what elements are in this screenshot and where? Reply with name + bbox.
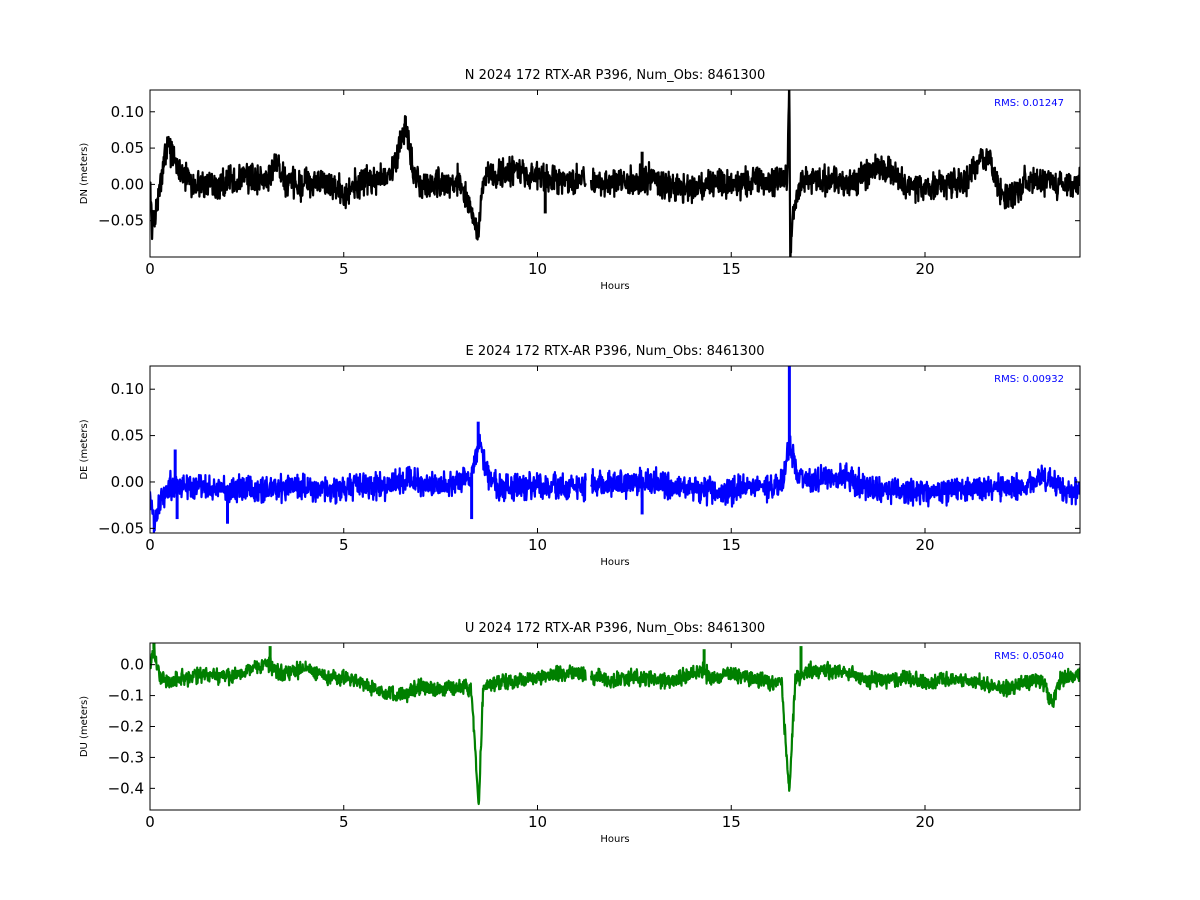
- panel-title: N 2024 172 RTX-AR P396, Num_Obs: 8461300: [465, 68, 765, 83]
- y-tick-label: 0.05: [111, 427, 144, 445]
- x-tick-label: 5: [339, 260, 349, 278]
- x-axis: 0 5 10 15 20: [145, 643, 935, 831]
- series-line-segment-1: [150, 643, 587, 806]
- y-tick-label: 0.10: [111, 380, 144, 398]
- y-tick-label: −0.05: [98, 212, 144, 230]
- y-tick-label: 0.05: [111, 139, 144, 157]
- series-line-segment-2: [589, 90, 1080, 257]
- plot-area: [150, 643, 1080, 806]
- series-line-segment-2: [589, 435, 1080, 508]
- y-axis: −0.4 −0.3 −0.2 −0.1 0.0: [108, 656, 1080, 797]
- x-tick-label: 5: [339, 536, 349, 554]
- y-tick-label: 0.00: [111, 175, 144, 193]
- x-tick-label: 20: [915, 813, 934, 831]
- plot-frame: [149, 89, 1081, 258]
- series-line-segment-2: [589, 660, 1080, 792]
- x-tick-label: 0: [145, 813, 155, 831]
- y-tick-label: −0.3: [108, 748, 144, 766]
- y-tick-label: −0.1: [108, 687, 144, 705]
- x-tick-label: 0: [145, 260, 155, 278]
- rms-annotation: RMS: 0.01247: [994, 98, 1064, 109]
- x-tick-label: 15: [722, 260, 741, 278]
- x-axis-label: Hours: [600, 557, 629, 568]
- y-tick-label: 0.0: [120, 656, 144, 674]
- series-line-segment-1: [150, 433, 587, 533]
- x-tick-label: 20: [915, 260, 934, 278]
- x-axis-label: Hours: [600, 834, 629, 845]
- panel-north: N 2024 172 RTX-AR P396, Num_Obs: 8461300…: [79, 68, 1081, 292]
- plot-area: [150, 90, 1080, 257]
- y-tick-label: −0.4: [108, 779, 144, 797]
- plot-frame: [149, 365, 1081, 534]
- x-tick-label: 0: [145, 536, 155, 554]
- y-tick-label: 0.10: [111, 103, 144, 121]
- plot-area: [150, 366, 1080, 533]
- x-tick-label: 5: [339, 813, 349, 831]
- y-axis: −0.05 0.00 0.05 0.10: [98, 380, 1080, 537]
- y-tick-label: 0.00: [111, 473, 144, 491]
- x-tick-label: 15: [722, 813, 741, 831]
- x-tick-label: 15: [722, 536, 741, 554]
- x-tick-label: 10: [528, 260, 547, 278]
- x-axis: 0 5 10 15 20: [145, 90, 935, 278]
- series-line-segment-1: [150, 114, 587, 241]
- y-axis-label: DE (meters): [79, 419, 90, 479]
- x-tick-label: 10: [528, 536, 547, 554]
- y-tick-label: −0.2: [108, 718, 144, 736]
- x-tick-label: 10: [528, 813, 547, 831]
- panel-up: U 2024 172 RTX-AR P396, Num_Obs: 8461300…: [79, 621, 1081, 845]
- x-axis: 0 5 10 15 20: [145, 366, 935, 554]
- y-axis-label: DN (meters): [79, 143, 90, 205]
- rms-annotation: RMS: 0.05040: [994, 651, 1064, 662]
- y-axis: −0.05 0.00 0.05 0.10: [98, 103, 1080, 230]
- x-axis-label: Hours: [600, 281, 629, 292]
- panel-title: E 2024 172 RTX-AR P396, Num_Obs: 8461300: [466, 344, 765, 359]
- panel-title: U 2024 172 RTX-AR P396, Num_Obs: 8461300: [465, 621, 765, 636]
- panel-east: E 2024 172 RTX-AR P396, Num_Obs: 8461300…: [79, 344, 1081, 568]
- x-tick-label: 20: [915, 536, 934, 554]
- y-axis-label: DU (meters): [79, 696, 90, 757]
- rms-annotation: RMS: 0.00932: [994, 374, 1064, 385]
- y-tick-label: −0.05: [98, 519, 144, 537]
